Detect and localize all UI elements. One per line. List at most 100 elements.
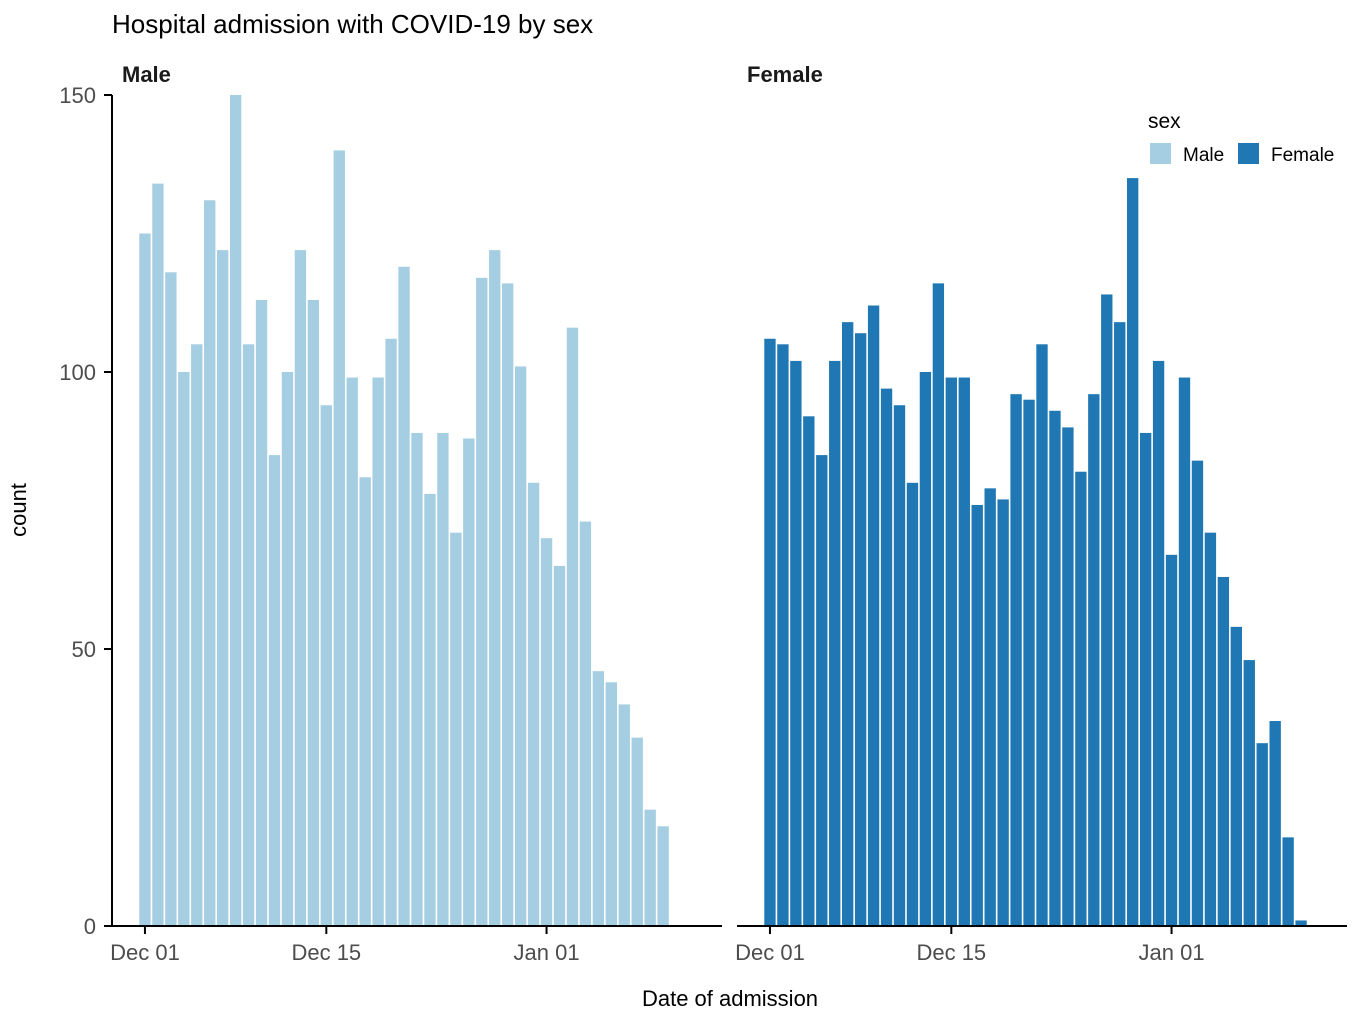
- male-bar-38: [631, 737, 643, 926]
- female-bar-21: [1036, 344, 1048, 926]
- female-bar-34: [1204, 532, 1217, 926]
- legend-title: sex: [1148, 110, 1181, 133]
- female-bar-26: [1101, 294, 1113, 926]
- male-bar-21: [411, 432, 423, 926]
- male-bar-11: [281, 372, 294, 926]
- male-bar-9: [255, 299, 268, 927]
- y-axis-title: count: [6, 483, 31, 537]
- female-bar-20: [1023, 399, 1035, 926]
- female-bar-27: [1114, 322, 1126, 926]
- male-bar-10: [268, 455, 281, 926]
- male-bar-5: [204, 200, 216, 926]
- male-bar-29: [514, 366, 527, 927]
- male-bar-28: [502, 283, 514, 926]
- male-bar-23: [437, 432, 449, 926]
- y-tick-label-1: 50: [72, 637, 96, 662]
- male-bar-40: [657, 826, 669, 926]
- male-bar-6: [217, 250, 229, 926]
- male-bar-34: [579, 521, 592, 926]
- male-bar-35: [592, 671, 605, 926]
- legend-key-female: [1238, 143, 1259, 164]
- male-bar-25: [463, 438, 475, 926]
- male-bar-3: [178, 372, 190, 926]
- female-bar-38: [1256, 743, 1268, 926]
- female-bar-36: [1230, 626, 1242, 926]
- female-bar-35: [1217, 576, 1230, 926]
- x-axis-female: Dec 01 Dec 15 Jan 01: [735, 925, 1347, 965]
- male-bar-18: [372, 377, 384, 926]
- x-tick-label-male-0: Dec 01: [110, 940, 180, 965]
- female-bar-15: [958, 377, 970, 926]
- male-bar-14: [320, 405, 332, 926]
- female-bar-33: [1191, 460, 1204, 926]
- female-bar-19: [1010, 394, 1022, 926]
- y-tick-label-3: 150: [59, 83, 96, 108]
- male-bar-19: [385, 338, 397, 926]
- female-bar-10: [893, 405, 906, 926]
- female-bar-29: [1139, 432, 1152, 926]
- female-bar-17: [984, 488, 996, 926]
- male-bar-32: [553, 565, 566, 926]
- male-bar-12: [294, 250, 307, 926]
- male-bar-33: [566, 327, 579, 926]
- female-bar-9: [880, 388, 893, 926]
- female-bar-5: [829, 360, 841, 926]
- chart-title: Hospital admission with COVID-19 by sex: [112, 9, 593, 39]
- legend-key-male: [1150, 143, 1171, 164]
- male-bar-2: [165, 272, 177, 926]
- female-bar-1: [777, 344, 789, 926]
- female-bar-8: [867, 305, 880, 926]
- female-bar-6: [842, 322, 854, 926]
- female-bar-40: [1282, 837, 1294, 926]
- y-tick-label-0: 0: [84, 914, 96, 939]
- y-tick-label-2: 100: [59, 360, 96, 385]
- facet-label-female: Female: [747, 62, 823, 87]
- female-bar-11: [906, 482, 919, 926]
- female-bar-3: [803, 416, 815, 926]
- male-bar-37: [618, 704, 630, 926]
- x-axis-title: Date of admission: [642, 986, 818, 1010]
- male-bar-15: [333, 150, 345, 926]
- male-bar-22: [424, 493, 436, 926]
- female-bar-24: [1075, 471, 1087, 926]
- male-bar-31: [540, 538, 553, 926]
- x-tick-label-female-0: Dec 01: [735, 940, 805, 965]
- male-bar-7: [229, 95, 242, 926]
- female-bar-16: [971, 504, 983, 926]
- female-bar-14: [945, 377, 957, 926]
- male-bar-20: [398, 266, 410, 926]
- male-bar-36: [605, 682, 617, 926]
- panel-male: Male 0 50 100 150 Dec 01 Dec 15 Jan 01: [59, 62, 722, 965]
- male-bar-30: [527, 482, 540, 926]
- female-bar-22: [1049, 410, 1061, 926]
- facet-label-male: Male: [122, 62, 171, 87]
- female-bars: [764, 178, 1307, 927]
- male-bar-27: [489, 250, 501, 926]
- male-bar-4: [191, 344, 203, 926]
- legend: sex Male Female: [1148, 110, 1334, 166]
- male-bar-39: [644, 809, 656, 926]
- female-bar-2: [790, 360, 802, 926]
- female-bar-23: [1062, 427, 1074, 926]
- y-axis-male: 0 50 100 150: [59, 83, 113, 939]
- male-bar-0: [139, 233, 151, 926]
- female-bar-7: [854, 333, 867, 927]
- female-bar-25: [1088, 394, 1100, 926]
- male-bar-17: [359, 477, 371, 926]
- x-axis-male: Dec 01 Dec 15 Jan 01: [110, 925, 722, 965]
- male-bar-26: [476, 277, 488, 926]
- panel-female: Female Dec 01 Dec 15 Jan 01: [735, 62, 1347, 965]
- male-bar-8: [242, 344, 255, 926]
- legend-label-male: Male: [1183, 145, 1224, 166]
- female-bar-39: [1269, 721, 1281, 926]
- male-bar-16: [346, 377, 358, 926]
- female-bar-28: [1127, 178, 1139, 927]
- female-bar-13: [932, 283, 945, 926]
- x-tick-label-male-1: Dec 15: [291, 940, 361, 965]
- male-bars: [139, 95, 669, 927]
- female-bar-41: [1295, 920, 1307, 926]
- legend-label-female: Female: [1271, 145, 1334, 166]
- male-bar-13: [307, 299, 320, 927]
- female-bar-12: [919, 372, 932, 926]
